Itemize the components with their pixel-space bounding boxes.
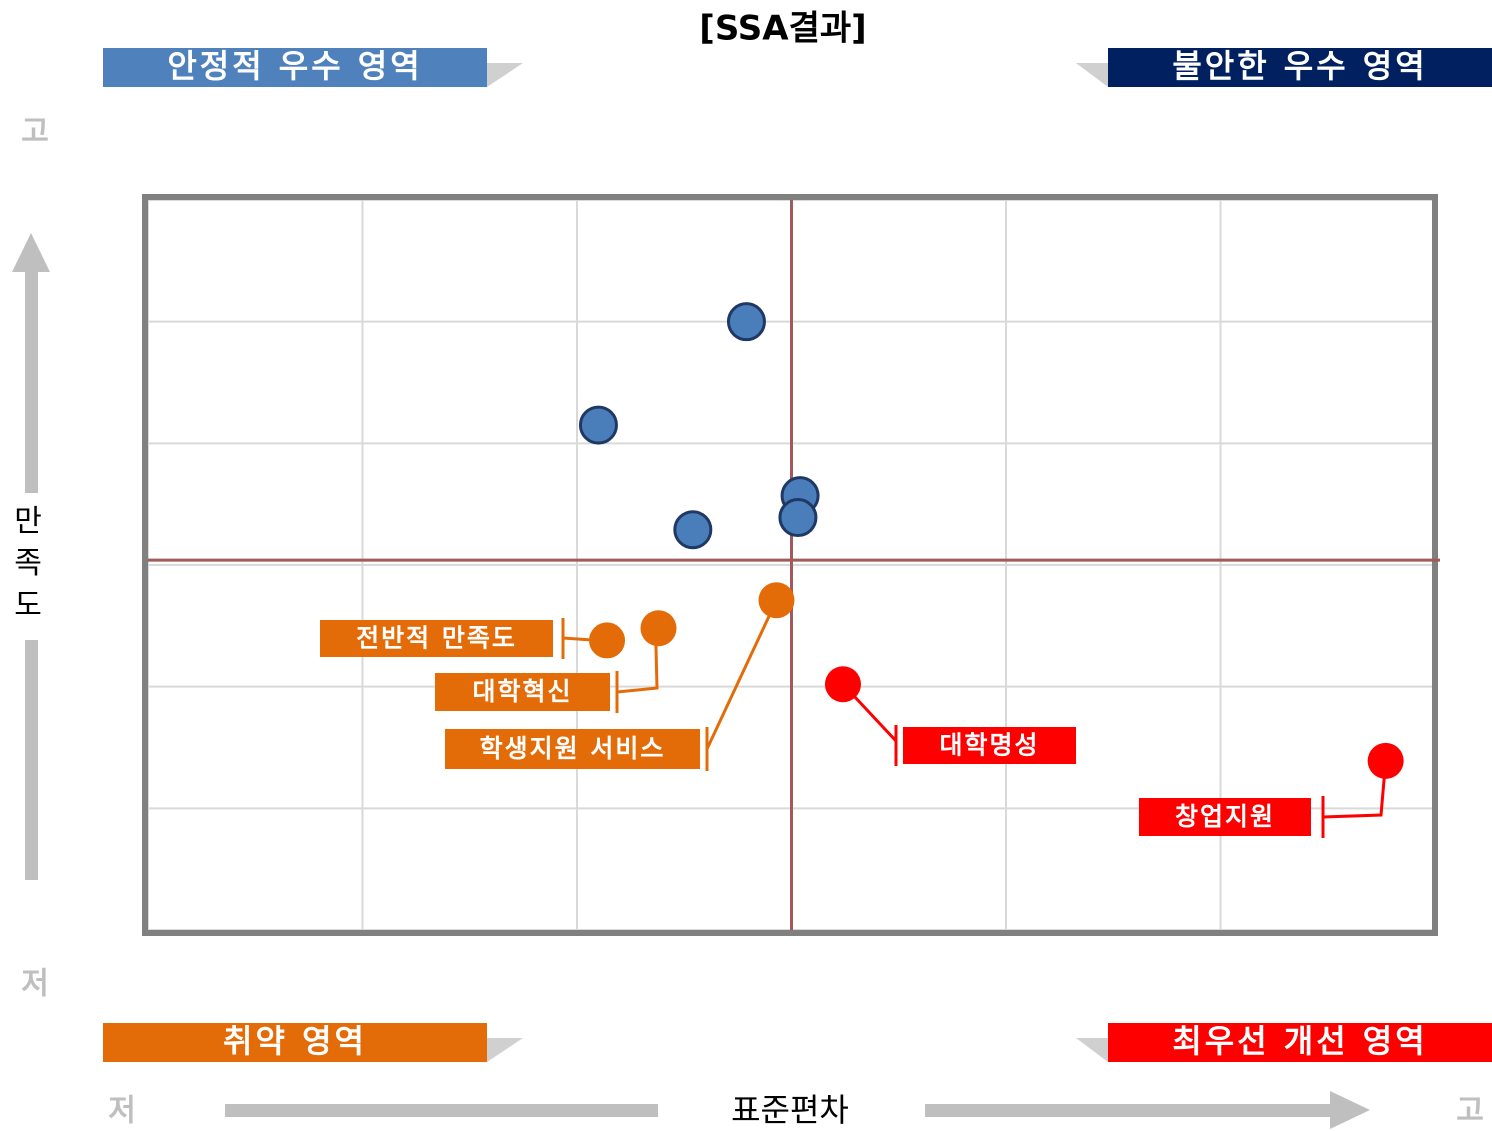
x-axis-high: 고 [1456,1094,1484,1129]
x-arrow-head [1330,1091,1370,1129]
x-arrow-bar [225,1104,658,1117]
y-arrow-bar [25,640,38,880]
plot-border [142,194,1438,936]
quadrant-label: 불안한 우수 영역 [1172,47,1427,85]
y-arrow-head [12,233,50,272]
y-axis-low: 저 [21,967,49,1002]
quadrant-label: 안정적 우수 영역 [167,47,422,85]
quadrant-banner [1108,48,1492,87]
point-label: 학생지원 서비스 [480,734,666,763]
point-label-box [445,729,700,769]
data-point [640,610,677,647]
y-axis-high: 고 [21,115,49,150]
x-arrow-bar [925,1104,1337,1117]
data-point [1367,742,1404,779]
data-point [778,498,818,538]
point-label-box [1139,798,1311,836]
data-point [578,405,618,445]
banner-shadow [1076,63,1108,87]
quadrant-banner [103,48,487,87]
quadrant-label: 최우선 개선 영역 [1172,1022,1427,1060]
banner-shadow [487,1038,523,1062]
leader-line [616,628,659,694]
data-point [589,622,626,659]
data-point [824,666,861,703]
point-label: 전반적 만족도 [356,624,517,653]
x-axis-low: 저 [108,1094,136,1129]
point-label-box [435,673,610,711]
quadrant-label: 취약 영역 [223,1022,367,1060]
banner-shadow [1076,1038,1108,1062]
x-axis-label: 표준편차 [731,1091,849,1129]
data-point [758,582,795,619]
banner-shadow [487,63,523,87]
data-point [726,302,766,342]
point-label: 대학혁신 [472,677,572,706]
point-label-box [903,727,1076,764]
point-label: 창업지원 [1175,802,1275,831]
data-point [673,510,713,550]
quadrant-banner [1108,1023,1492,1062]
leader-line [562,636,593,642]
point-label-box [320,620,553,657]
leader-line [705,599,778,750]
chart-title: [SSA결과] [699,9,866,49]
leader-line [1322,760,1388,819]
quadrant-banner [103,1023,487,1062]
point-label: 대학명성 [939,731,1039,760]
y-arrow-bar [25,268,38,493]
